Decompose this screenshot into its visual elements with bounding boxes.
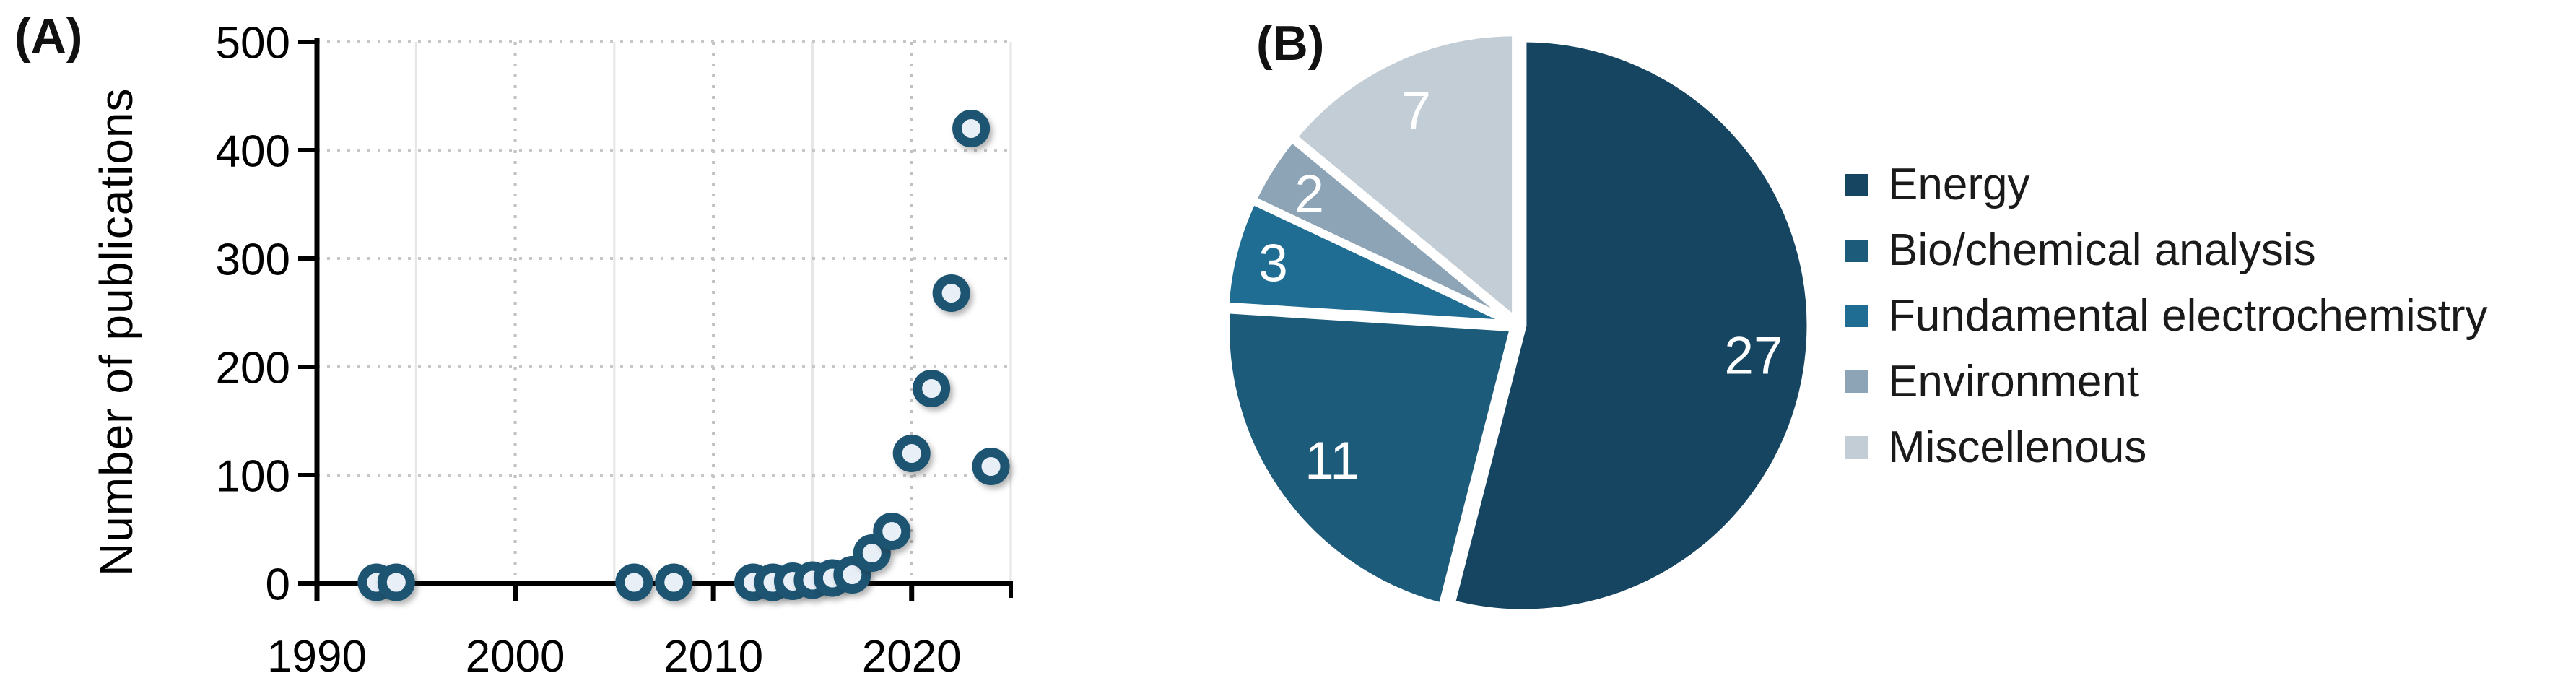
x-tick-label: 1990 xyxy=(267,632,367,682)
scatter-point xyxy=(913,370,951,407)
y-tick-label: 100 xyxy=(216,451,290,501)
x-tick-label: 2010 xyxy=(663,632,763,682)
y-tick-label: 400 xyxy=(216,126,290,176)
pie-legend: Energy Bio/chemical analysis Fundamental e… xyxy=(1845,152,2487,480)
panel-a-label: (A) xyxy=(14,9,83,64)
legend-item-miscellenous: Miscellenous xyxy=(1845,414,2487,480)
x-tick-label: 2000 xyxy=(466,632,565,682)
scatter-point xyxy=(833,556,871,594)
pie-value-label: 2 xyxy=(1294,165,1324,223)
pie-value-label: 3 xyxy=(1258,234,1288,292)
legend-label: Fundamental electrochemistry xyxy=(1888,290,2488,341)
scatter-point xyxy=(853,534,891,572)
scatter-point xyxy=(377,563,415,601)
legend-swatch-icon xyxy=(1845,436,1868,459)
x-tick-label: 2020 xyxy=(862,632,962,682)
pie-value-label: 27 xyxy=(1724,327,1783,386)
scatter-point xyxy=(655,563,693,601)
pie-slice-miscellenous xyxy=(1291,30,1519,323)
legend-label: Bio/chemical analysis xyxy=(1888,225,2316,276)
y-tick-label: 300 xyxy=(216,235,290,284)
legend-item-environment: Environment xyxy=(1845,349,2487,414)
legend-item-energy: Energy xyxy=(1845,152,2487,218)
scatter-point xyxy=(952,110,991,147)
pie-slice-energy xyxy=(1448,35,1814,616)
scatter-point xyxy=(932,274,970,312)
scatter-point xyxy=(615,563,653,601)
legend-swatch-icon xyxy=(1845,370,1868,394)
scatter-plot: 0 100 200 300 400 500 1990 2000 2010 2020 xyxy=(216,18,1013,682)
legend-item-fundamental-electrochemistry: Fundamental electrochemistry xyxy=(1845,284,2487,349)
scatter-point xyxy=(972,448,1010,485)
legend-swatch-icon xyxy=(1845,173,1868,196)
pie-value-label: 7 xyxy=(1401,82,1431,140)
y-tick-label: 500 xyxy=(216,18,290,68)
legend-swatch-icon xyxy=(1845,239,1868,262)
legend-item-bio-chemical-analysis: Bio/chemical analysis xyxy=(1845,218,2487,284)
scatter-point xyxy=(892,435,931,472)
scatter-point xyxy=(873,513,911,550)
pie-slice-environment xyxy=(1250,136,1516,326)
legend-label: Miscellenous xyxy=(1888,422,2147,472)
legend-swatch-icon xyxy=(1845,305,1868,328)
panel-b-label: (B) xyxy=(1256,16,1325,71)
legend-label: Energy xyxy=(1888,160,2030,210)
y-tick-label: 0 xyxy=(266,560,290,609)
pie-slice-bio-chemical-analysis xyxy=(1223,307,1517,609)
pie-slice-fundamental-electrochemistry xyxy=(1222,198,1515,327)
y-tick-label: 200 xyxy=(216,343,290,393)
pie-value-label: 11 xyxy=(1305,432,1359,490)
legend-label: Environment xyxy=(1888,356,2140,407)
